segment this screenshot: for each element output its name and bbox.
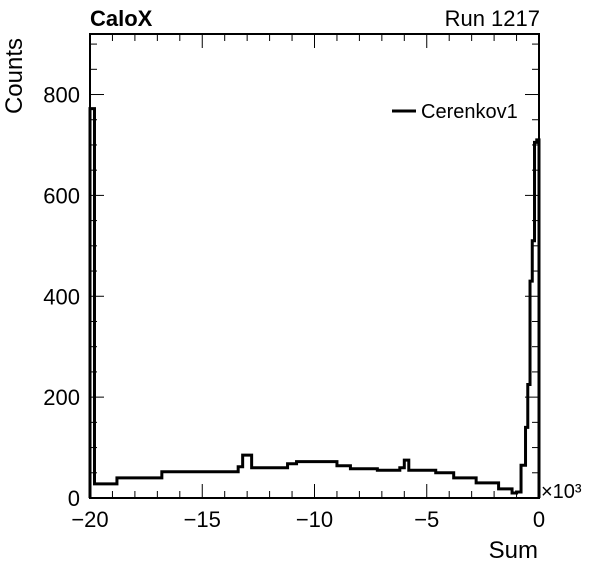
legend-label-cerenkov1: Cerenkov1 bbox=[421, 101, 518, 123]
y-tick-label: 400 bbox=[43, 284, 80, 309]
series-layer bbox=[88, 107, 541, 498]
x-tick-label: −20 bbox=[71, 507, 108, 532]
y-tick-label: 0 bbox=[68, 486, 80, 511]
x-tick-label: 0 bbox=[533, 507, 545, 532]
x-axis-multiplier: ×10³ bbox=[541, 481, 582, 503]
tick-labels: −20 −15 −10 −5 0 0 200 400 600 800 bbox=[43, 83, 545, 532]
y-tick-label: 600 bbox=[43, 183, 80, 208]
y-axis-label: Counts bbox=[1, 38, 28, 114]
series-line-cerenkov1 bbox=[88, 107, 541, 498]
x-axis-label: Sum bbox=[489, 537, 538, 564]
y-tick-label: 200 bbox=[43, 385, 80, 410]
run-label: Run 1217 bbox=[445, 6, 540, 31]
plot-frame bbox=[89, 33, 540, 499]
y-tick-label: 800 bbox=[43, 83, 80, 108]
x-tick-label: −15 bbox=[184, 507, 221, 532]
x-tick-label: −10 bbox=[296, 507, 333, 532]
legend: Cerenkov1 bbox=[392, 101, 518, 123]
x-tick-label: −5 bbox=[414, 507, 439, 532]
chart-title: CaloX bbox=[90, 6, 153, 31]
